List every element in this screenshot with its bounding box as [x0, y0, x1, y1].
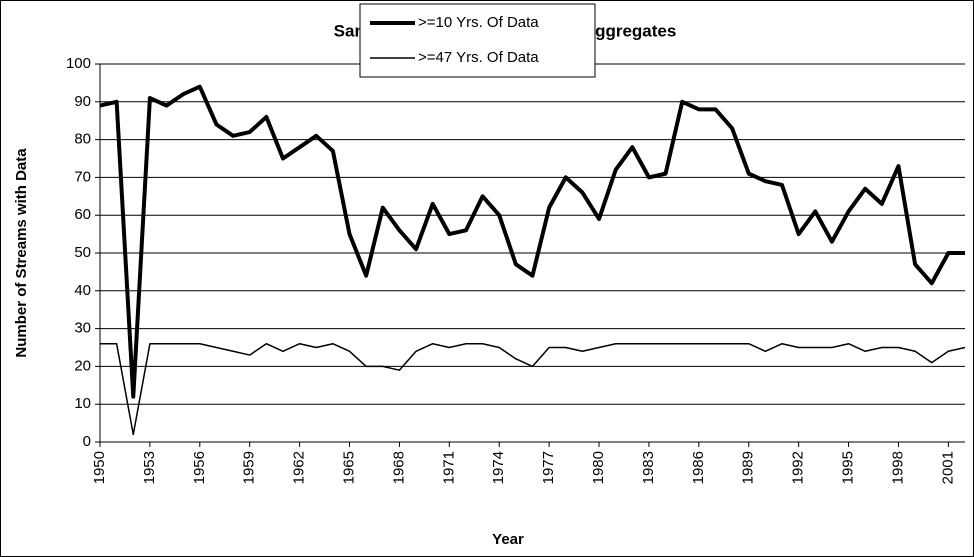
x-tick-label: 1974 [490, 451, 507, 484]
x-tick-label: 1968 [390, 451, 407, 484]
y-tick-label: 60 [74, 206, 91, 223]
x-tick-label: 1956 [191, 451, 208, 484]
x-tick-label: 1965 [340, 451, 357, 484]
x-tick-label: 1998 [889, 451, 906, 484]
y-tick-label: 50 [74, 244, 91, 261]
x-tick-label: 1980 [590, 451, 607, 484]
y-tick-label: 20 [74, 357, 91, 374]
x-tick-label: 1992 [790, 451, 807, 484]
y-tick-label: 90 [74, 93, 91, 110]
x-tick-label: 1977 [540, 451, 557, 484]
y-tick-label: 80 [74, 131, 91, 148]
series-line [100, 342, 966, 436]
y-tick-label: 10 [74, 395, 91, 412]
x-tick-label: 1995 [840, 451, 857, 484]
x-axis-label: Year [492, 531, 524, 548]
x-tick-label: 1983 [640, 451, 657, 484]
x-tick-label: 1989 [740, 451, 757, 484]
series-line [99, 84, 965, 399]
x-tick-label: 1953 [141, 451, 158, 484]
y-tick-label: 70 [74, 168, 91, 185]
x-tick-label: 1986 [690, 451, 707, 484]
y-tick-label: 100 [66, 55, 91, 72]
x-tick-label: 1971 [440, 451, 457, 484]
x-tick-label: 1962 [291, 451, 308, 484]
x-tick-label: 2001 [939, 451, 956, 484]
y-tick-label: 30 [74, 320, 91, 337]
legend-label: >=47 Yrs. Of Data [418, 49, 539, 66]
legend-box [359, 3, 596, 78]
x-tick-label: 1950 [91, 451, 108, 484]
legend-label: >=10 Yrs. Of Data [418, 14, 539, 31]
y-tick-label: 40 [74, 282, 91, 299]
y-axis-label: Number of Streams with Data [13, 148, 30, 358]
y-tick-label: 0 [83, 433, 91, 450]
x-tick-label: 1959 [241, 451, 258, 484]
